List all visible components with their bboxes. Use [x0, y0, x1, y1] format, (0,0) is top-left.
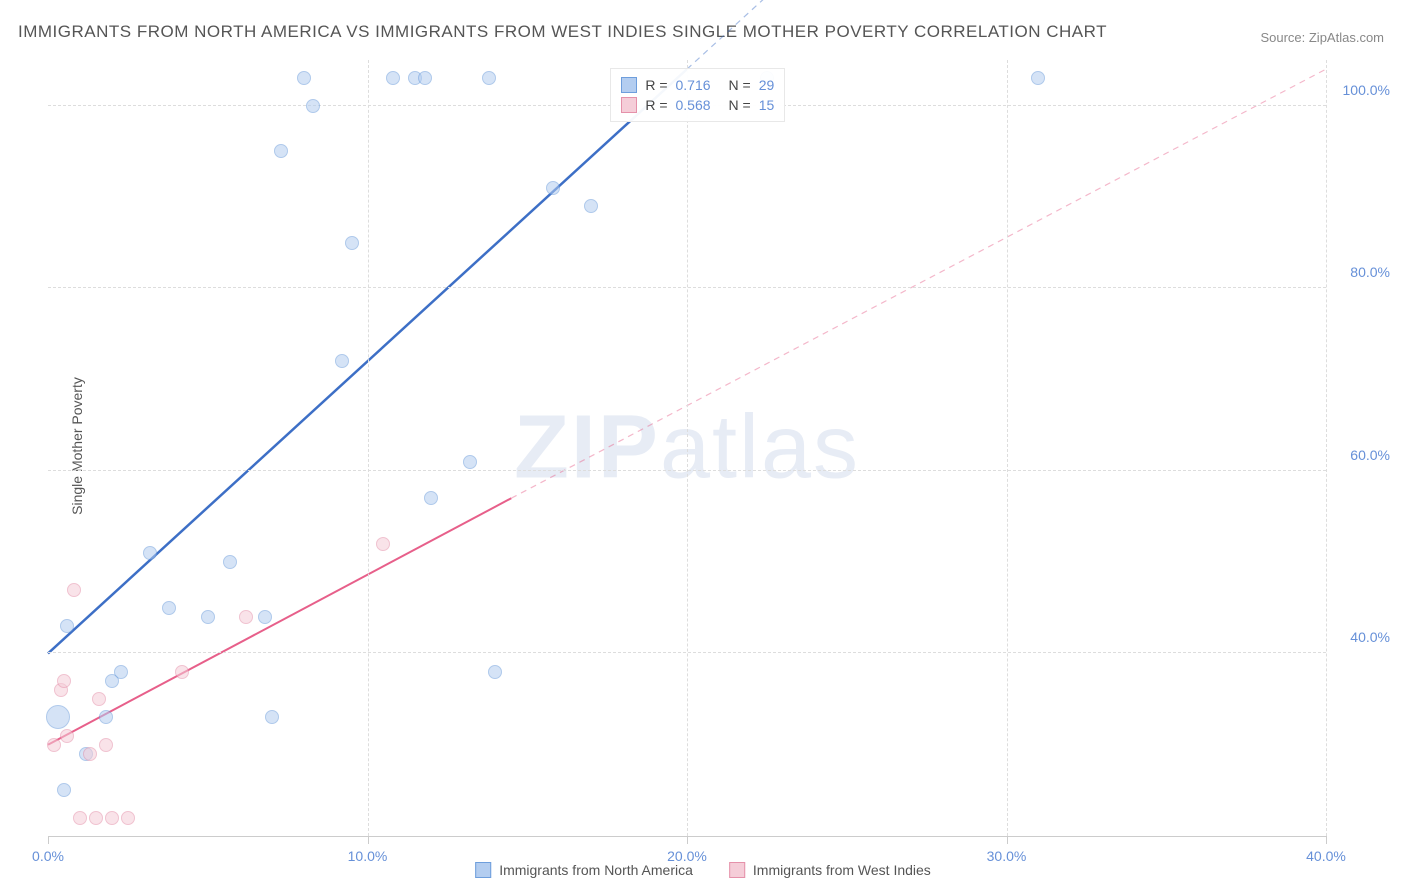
scatter-point — [258, 610, 272, 624]
scatter-point — [584, 199, 598, 213]
scatter-point — [424, 491, 438, 505]
plot-area: ZIPatlas 40.0%60.0%80.0%100.0%0.0%10.0%2… — [48, 60, 1326, 837]
scatter-point — [99, 738, 113, 752]
gridline-vertical — [687, 60, 688, 836]
x-tick-label: 30.0% — [987, 848, 1027, 864]
legend-top: R = 0.716 N = 29 R = 0.568 N = 15 — [610, 68, 785, 122]
scatter-point — [546, 181, 560, 195]
scatter-point — [92, 692, 106, 706]
legend-n-value: 15 — [759, 97, 775, 113]
legend-top-row: R = 0.568 N = 15 — [621, 95, 774, 115]
x-tick-label: 0.0% — [32, 848, 64, 864]
scatter-point — [345, 236, 359, 250]
legend-swatch — [475, 862, 491, 878]
legend-n-label: N = — [729, 97, 751, 113]
legend-swatch — [621, 97, 637, 113]
regression-line-solid — [48, 498, 511, 744]
scatter-point — [482, 71, 496, 85]
scatter-point — [121, 811, 135, 825]
scatter-point — [60, 619, 74, 633]
gridline-vertical — [1007, 60, 1008, 836]
legend-r-label: R = — [645, 77, 667, 93]
chart-title: IMMIGRANTS FROM NORTH AMERICA VS IMMIGRA… — [18, 22, 1107, 42]
source-label: Source: ZipAtlas.com — [1260, 30, 1384, 45]
regression-line-dashed — [511, 69, 1326, 498]
scatter-point — [89, 811, 103, 825]
scatter-point — [1031, 71, 1045, 85]
scatter-point — [201, 610, 215, 624]
y-tick-label: 80.0% — [1350, 264, 1390, 280]
scatter-point — [105, 811, 119, 825]
y-tick-label: 60.0% — [1350, 447, 1390, 463]
y-tick-label: 40.0% — [1350, 629, 1390, 645]
legend-swatch — [729, 862, 745, 878]
scatter-point — [488, 665, 502, 679]
legend-swatch — [621, 77, 637, 93]
scatter-point — [463, 455, 477, 469]
x-tick — [1326, 836, 1327, 844]
scatter-point — [83, 747, 97, 761]
scatter-point — [67, 583, 81, 597]
legend-r-label: R = — [645, 97, 667, 113]
scatter-point — [239, 610, 253, 624]
x-tick-label: 10.0% — [348, 848, 388, 864]
scatter-point — [60, 729, 74, 743]
legend-series-name: Immigrants from North America — [499, 862, 693, 878]
scatter-point — [46, 705, 70, 729]
legend-top-row: R = 0.716 N = 29 — [621, 75, 774, 95]
scatter-point — [297, 71, 311, 85]
legend-n-value: 29 — [759, 77, 775, 93]
x-tick — [687, 836, 688, 844]
x-tick — [368, 836, 369, 844]
scatter-point — [57, 783, 71, 797]
legend-r-value: 0.716 — [676, 77, 711, 93]
scatter-point — [274, 144, 288, 158]
legend-bottom-item: Immigrants from West Indies — [729, 862, 931, 878]
scatter-point — [376, 537, 390, 551]
scatter-point — [335, 354, 349, 368]
scatter-point — [47, 738, 61, 752]
x-tick-label: 40.0% — [1306, 848, 1346, 864]
legend-series-name: Immigrants from West Indies — [753, 862, 931, 878]
scatter-point — [306, 99, 320, 113]
scatter-point — [386, 71, 400, 85]
x-tick — [1007, 836, 1008, 844]
scatter-point — [418, 71, 432, 85]
gridline-vertical — [1326, 60, 1327, 836]
x-tick — [48, 836, 49, 844]
y-tick-label: 100.0% — [1343, 82, 1390, 98]
scatter-point — [57, 674, 71, 688]
scatter-point — [265, 710, 279, 724]
scatter-point — [162, 601, 176, 615]
scatter-point — [223, 555, 237, 569]
legend-bottom: Immigrants from North America Immigrants … — [475, 862, 931, 878]
scatter-point — [143, 546, 157, 560]
scatter-point — [175, 665, 189, 679]
gridline-vertical — [368, 60, 369, 836]
legend-r-value: 0.568 — [676, 97, 711, 113]
scatter-point — [73, 811, 87, 825]
legend-n-label: N = — [729, 77, 751, 93]
scatter-point — [114, 665, 128, 679]
scatter-point — [99, 710, 113, 724]
legend-bottom-item: Immigrants from North America — [475, 862, 693, 878]
